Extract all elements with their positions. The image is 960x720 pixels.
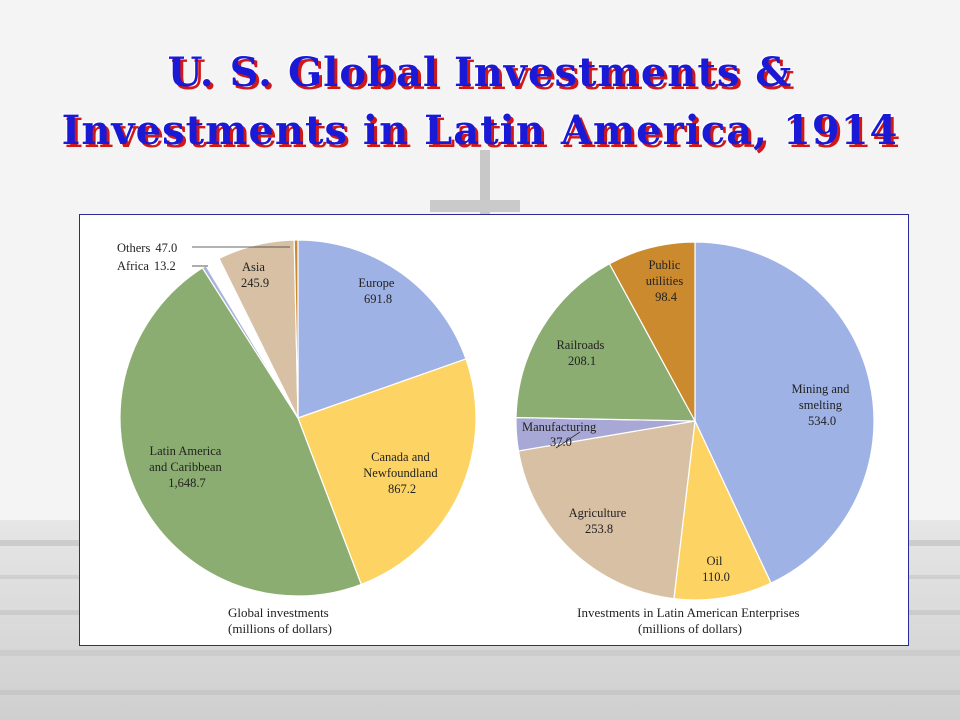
leader-line-manufacturing — [555, 431, 581, 449]
label-public-utilities: Public utilities 98.4 — [646, 258, 687, 304]
label-manufacturing: Manufacturing 37.0 — [522, 420, 599, 449]
pie-slice-agriculture — [517, 420, 696, 600]
pie-slice-mining-and-smelting — [694, 241, 875, 584]
label-asia: Asia 245.9 — [241, 260, 269, 290]
charts-svg: Europe 691.8 Canada and Newfoundland 867… — [117, 239, 875, 636]
caption-global: Global investments (millions of dollars) — [228, 605, 332, 636]
label-oil: Oil 110.0 — [702, 554, 730, 584]
label-africa: Africa 13.2 — [117, 259, 176, 273]
label-agriculture: Agriculture 253.8 — [569, 506, 630, 536]
charts-panel: Europe 691.8 Canada and Newfoundland 867… — [79, 214, 909, 646]
caption-latin-america: Investments in Latin American Enterprise… — [577, 605, 803, 636]
latin-america-investments-pie — [515, 241, 875, 601]
pie-slice-unlabeled — [293, 239, 299, 419]
pie-slice-oil — [673, 418, 772, 601]
label-railroads: Railroads 208.1 — [556, 338, 607, 368]
pie-slice-canada-and-newfoundland — [297, 358, 477, 586]
title-line-2: Investments in Latin America, 1914 — [61, 107, 899, 154]
pie-slice-railroads — [515, 262, 697, 422]
global-investments-pie — [119, 239, 477, 597]
label-latin-america: Latin America and Caribbean 1,648.7 — [149, 444, 225, 490]
pie-slice-latin-america-and-caribbean — [119, 267, 363, 597]
label-mining: Mining and smelting 534.0 — [791, 382, 852, 428]
label-others: Others 47.0 — [117, 241, 177, 255]
title-line-1: U. S. Global Investments & — [167, 49, 793, 96]
slide-title: U. S. Global Investments & Investments i… — [0, 44, 960, 160]
label-europe: Europe 691.8 — [358, 276, 397, 306]
label-canada: Canada and Newfoundland 867.2 — [363, 450, 440, 496]
pie-slice-public-utilities — [608, 241, 696, 422]
